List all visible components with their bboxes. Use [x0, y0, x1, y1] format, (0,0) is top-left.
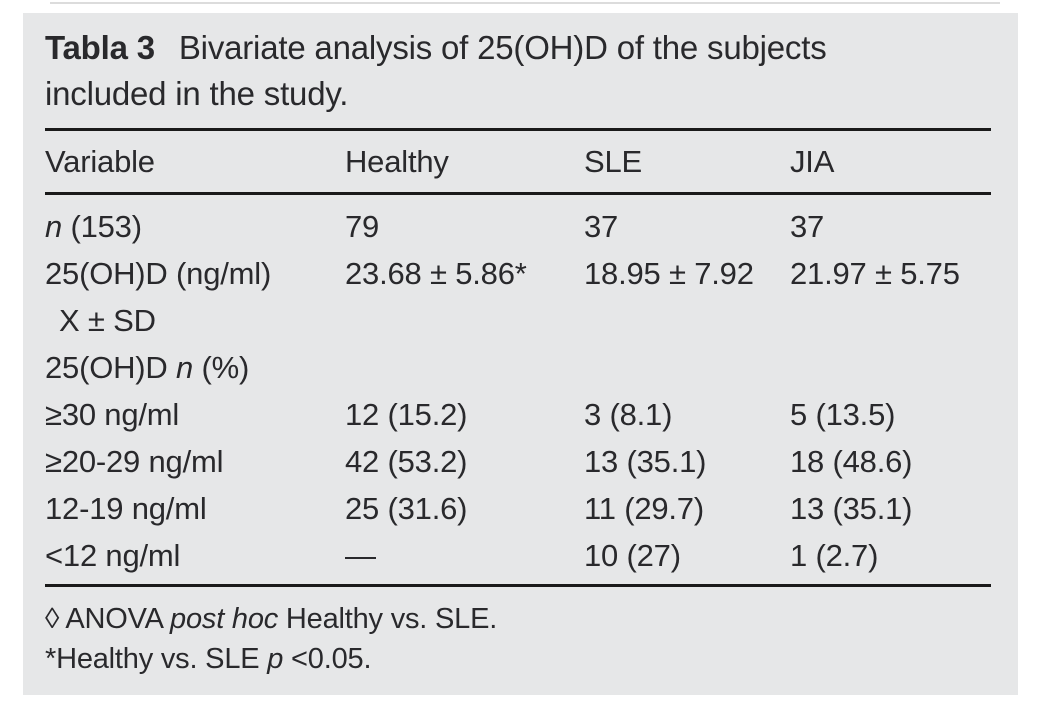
footnote-part: ◊ ANOVA	[45, 603, 171, 635]
cell-healthy: —	[345, 538, 376, 573]
cell-healthy: 42 (53.2)	[345, 444, 468, 479]
cell-jia: 5 (13.5)	[790, 397, 896, 432]
row-label: X ± SD	[45, 297, 345, 344]
row-label-part: X ± SD	[59, 303, 156, 338]
row-label-part: ≥30 ng/ml	[45, 397, 180, 432]
column-header-sle: SLE	[584, 144, 642, 179]
footnote-part: p	[267, 643, 284, 675]
table-row-lt12: <12 ng/ml — 10 (27) 1 (2.7)	[45, 532, 991, 579]
row-label-part: (153)	[62, 209, 142, 244]
table-row-25ohd-npct: 25(OH)D n (%)	[45, 344, 991, 391]
cell-sle: 11 (29.7)	[584, 491, 704, 526]
footnote-part: Healthy vs. SLE.	[278, 603, 498, 635]
row-label: 25(OH)D (ng/ml)	[45, 250, 345, 297]
cell-sle	[584, 297, 790, 344]
table-row-ge30: ≥30 ng/ml 12 (15.2) 3 (8.1) 5 (13.5)	[45, 391, 991, 438]
cell-jia: 18 (48.6)	[790, 444, 913, 479]
footnotes: ◊ ANOVA post hoc Healthy vs. SLE. *Healt…	[45, 599, 991, 679]
row-label: 25(OH)D n (%)	[45, 344, 345, 391]
footnote-significance: *Healthy vs. SLE p <0.05.	[45, 639, 991, 679]
row-label-part: (%)	[193, 350, 250, 385]
row-label: 12-19 ng/ml	[45, 485, 345, 532]
caption-text-line1: Bivariate analysis of 25(OH)D of the sub…	[178, 29, 827, 66]
caption-line1: Tabla 3 Bivariate analysis of 25(OH)D of …	[45, 25, 991, 71]
rule-bottom	[45, 584, 991, 587]
table-row-25ohd-mean: 25(OH)D (ng/ml) 23.68 ± 5.86* 18.95 ± 7.…	[45, 250, 991, 297]
row-label-part: n	[45, 209, 63, 244]
table-header-row: Variable Healthy SLE JIA	[45, 131, 991, 192]
row-label: ≥30 ng/ml	[45, 391, 345, 438]
table-row-12-19: 12-19 ng/ml 25 (31.6) 11 (29.7) 13 (35.1…	[45, 485, 991, 532]
footnote-part: <0.05.	[283, 643, 372, 675]
cell-sle: 3 (8.1)	[584, 397, 673, 432]
footnote-part: post hoc	[170, 603, 279, 635]
row-label-part: 12-19 ng/ml	[45, 491, 207, 526]
table-panel: Tabla 3 Bivariate analysis of 25(OH)D of …	[23, 13, 1018, 695]
cell-healthy: 12 (15.2)	[345, 397, 468, 432]
rule-top	[45, 128, 991, 131]
table-body: n (153) 79 37 37 25(OH)D (ng/ml) 23.68 ±…	[45, 195, 991, 584]
cell-healthy: 79	[345, 209, 380, 244]
cell-healthy	[345, 344, 584, 391]
row-label: n (153)	[45, 203, 345, 250]
column-header-jia: JIA	[790, 144, 835, 179]
row-label-part: <12 ng/ml	[45, 538, 181, 573]
row-label-part: n	[176, 350, 194, 385]
cell-healthy	[345, 297, 584, 344]
cell-jia: 1 (2.7)	[790, 538, 879, 573]
table-row-x-sd: X ± SD	[45, 297, 991, 344]
cell-healthy: 25 (31.6)	[345, 491, 468, 526]
table-row-n: n (153) 79 37 37	[45, 203, 991, 250]
caption-text-line2: included in the study.	[45, 75, 349, 112]
row-label: ≥20-29 ng/ml	[45, 438, 345, 485]
cell-jia: 21.97 ± 5.75	[790, 256, 960, 291]
cell-jia: 37	[790, 209, 825, 244]
cell-sle: 13 (35.1)	[584, 444, 707, 479]
cell-sle: 10 (27)	[584, 538, 681, 573]
scan-artifact-line	[50, 2, 1000, 4]
cell-jia	[790, 344, 991, 391]
footnote-anova: ◊ ANOVA post hoc Healthy vs. SLE.	[45, 599, 991, 639]
column-header-healthy: Healthy	[345, 144, 449, 179]
table-caption: Tabla 3 Bivariate analysis of 25(OH)D of …	[45, 25, 991, 117]
cell-sle: 18.95 ± 7.92	[584, 256, 754, 291]
cell-jia	[790, 297, 991, 344]
cell-jia: 13 (35.1)	[790, 491, 913, 526]
cell-sle	[584, 344, 790, 391]
table-number: Tabla 3	[45, 29, 155, 66]
cell-sle: 37	[584, 209, 619, 244]
table-row-ge20-29: ≥20-29 ng/ml 42 (53.2) 13 (35.1) 18 (48.…	[45, 438, 991, 485]
row-label: <12 ng/ml	[45, 532, 345, 579]
row-label-part: 25(OH)D	[45, 350, 177, 385]
rule-header-bottom	[45, 192, 991, 195]
column-header-variable: Variable	[45, 144, 155, 179]
cell-healthy: 23.68 ± 5.86*	[345, 256, 527, 291]
row-label-part: ≥20-29 ng/ml	[45, 444, 224, 479]
row-label-part: 25(OH)D (ng/ml)	[45, 256, 272, 291]
footnote-part: *Healthy vs. SLE	[45, 643, 268, 675]
